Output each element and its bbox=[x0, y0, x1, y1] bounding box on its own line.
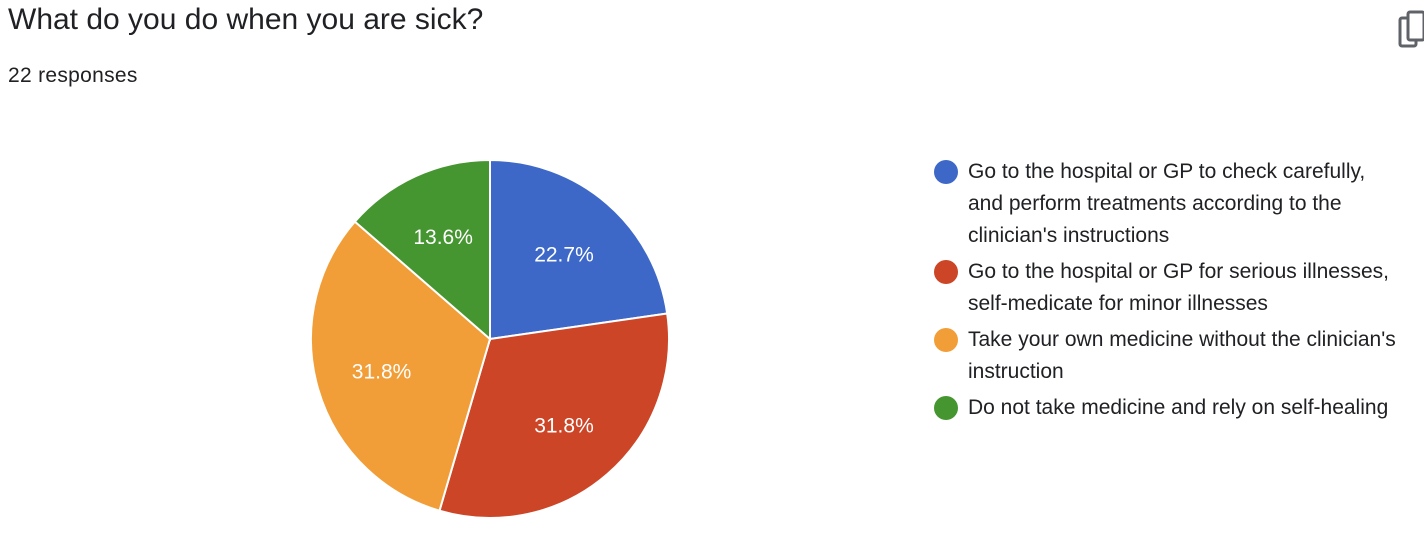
legend-swatch bbox=[934, 260, 958, 284]
legend-label: Take your own medicine without the clini… bbox=[968, 328, 1396, 383]
slice-percent-label: 22.7% bbox=[534, 244, 594, 267]
pie-slice[interactable] bbox=[438, 312, 670, 519]
slice-percent-label: 13.6% bbox=[413, 226, 473, 249]
legend-swatch bbox=[934, 160, 958, 184]
pie-slice[interactable] bbox=[353, 158, 491, 342]
legend-label: Do not take medicine and rely on self-he… bbox=[968, 396, 1389, 419]
legend-label: Go to the hospital or GP to check carefu… bbox=[968, 160, 1366, 247]
chart-title: What do you do when you are sick? bbox=[8, 3, 484, 36]
legend-item[interactable]: Do not take medicine and rely on self-he… bbox=[932, 392, 1402, 424]
slice-percent-label: 31.8% bbox=[352, 361, 412, 384]
legend-item[interactable]: Take your own medicine without the clini… bbox=[932, 324, 1402, 388]
legend-label: Go to the hospital or GP for serious ill… bbox=[968, 260, 1389, 315]
legend-swatch bbox=[934, 328, 958, 352]
response-count: 22 responses bbox=[8, 64, 138, 87]
copy-icon[interactable] bbox=[1398, 8, 1424, 50]
slice-percent-label: 31.8% bbox=[534, 414, 594, 437]
legend-item[interactable]: Go to the hospital or GP for serious ill… bbox=[932, 256, 1402, 320]
pie-slice[interactable] bbox=[310, 220, 492, 512]
legend-swatch bbox=[934, 396, 958, 420]
pie-slice[interactable] bbox=[489, 158, 669, 341]
chart-legend: Go to the hospital or GP to check carefu… bbox=[932, 156, 1402, 428]
legend-item[interactable]: Go to the hospital or GP to check carefu… bbox=[932, 156, 1402, 252]
